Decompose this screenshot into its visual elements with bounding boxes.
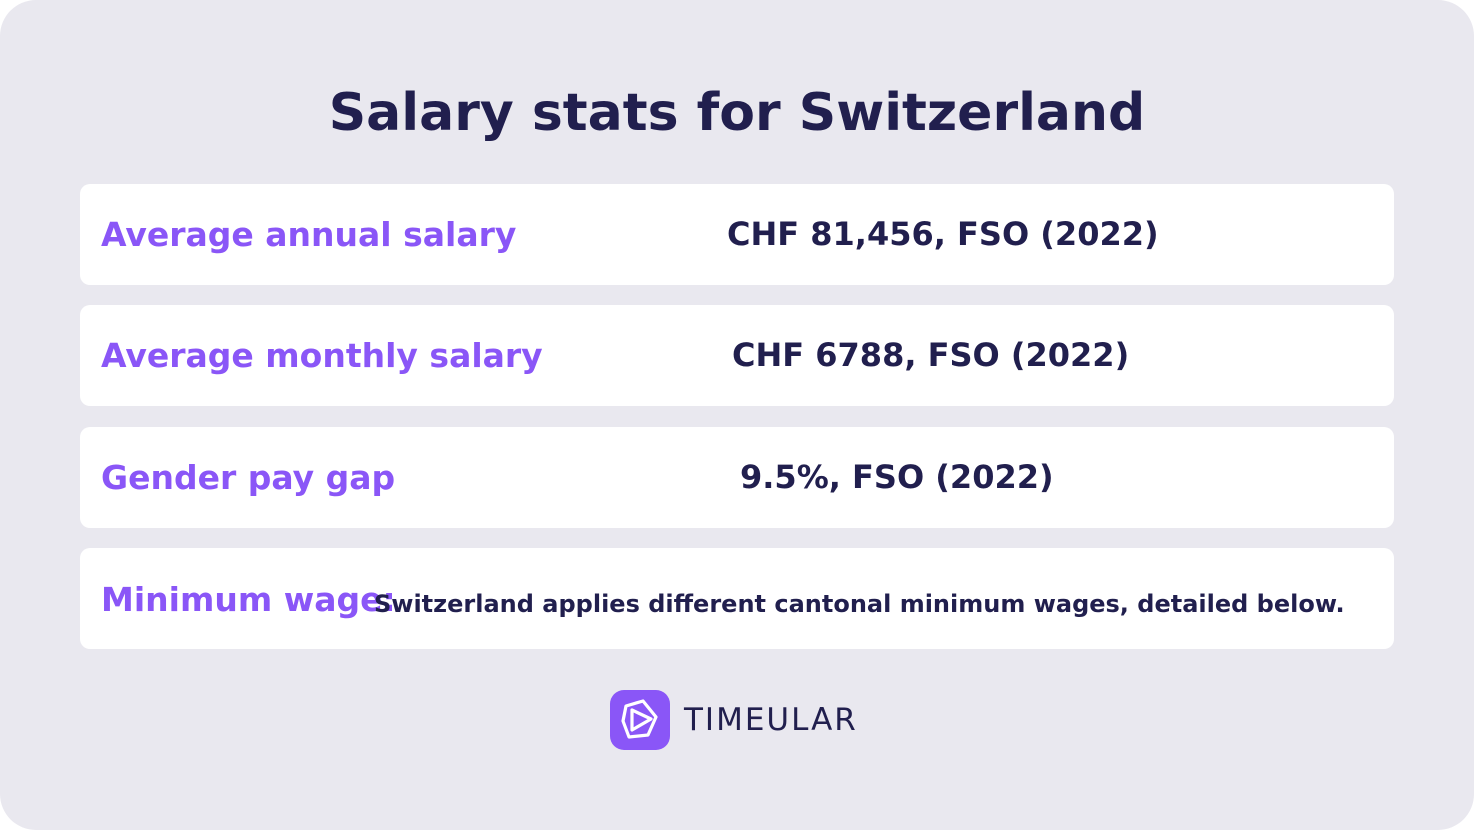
page-title: Salary stats for Switzerland bbox=[328, 83, 1146, 143]
stat-value: 9.5%, FSO (2022) bbox=[740, 458, 1054, 496]
stat-row-minimum-wage: Minimum wage: Switzerland applies differ… bbox=[80, 548, 1394, 649]
stat-label: Average monthly salary bbox=[101, 336, 543, 375]
stat-label: Average annual salary bbox=[101, 215, 517, 254]
stat-row-gender-gap: Gender pay gap 9.5%, FSO (2022) bbox=[80, 427, 1394, 528]
minimum-wage-label: Minimum wage: bbox=[101, 580, 396, 619]
brand-logo: TIMEULAR bbox=[610, 690, 880, 750]
brand-name: TIMEULAR bbox=[684, 702, 858, 738]
stat-row-annual: Average annual salary CHF 81,456, FSO (2… bbox=[80, 184, 1394, 285]
stat-value: CHF 6788, FSO (2022) bbox=[732, 336, 1130, 374]
stat-row-monthly: Average monthly salary CHF 6788, FSO (20… bbox=[80, 305, 1394, 406]
stat-value: CHF 81,456, FSO (2022) bbox=[727, 215, 1159, 253]
minimum-wage-text: Switzerland applies different cantonal m… bbox=[374, 590, 1345, 618]
timeular-logo-icon bbox=[610, 690, 670, 750]
stat-label: Gender pay gap bbox=[101, 458, 396, 497]
